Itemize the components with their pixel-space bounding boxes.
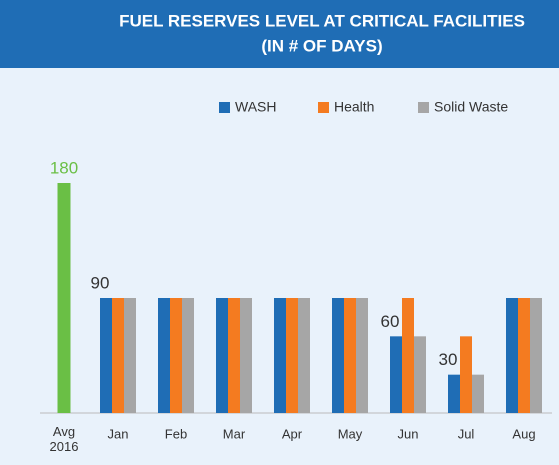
bar <box>460 336 472 413</box>
bar <box>518 298 530 413</box>
chart-title: (IN # OF DAYS) <box>261 36 382 55</box>
bar <box>390 336 402 413</box>
bar <box>332 298 344 413</box>
legend-label: Solid Waste <box>434 99 508 115</box>
legend-label: Health <box>334 99 374 115</box>
bar <box>158 298 170 413</box>
value-label: 60 <box>381 312 400 331</box>
bar <box>112 298 124 413</box>
x-tick-label: Apr <box>282 426 303 441</box>
bar <box>57 183 71 413</box>
bar <box>228 298 240 413</box>
bar <box>298 298 310 413</box>
value-label: 30 <box>439 350 458 369</box>
bar <box>274 298 286 413</box>
legend-swatch <box>418 102 429 113</box>
bar <box>530 298 542 413</box>
bar <box>402 298 414 413</box>
bar <box>100 298 112 413</box>
x-tick-label: Aug <box>512 426 535 441</box>
title-banner <box>0 0 559 68</box>
bar <box>506 298 518 413</box>
x-tick-label: Avg 2016 <box>50 424 79 454</box>
bar <box>124 298 136 413</box>
bar <box>182 298 194 413</box>
chart-title: FUEL RESERVES LEVEL AT CRITICAL FACILITI… <box>119 11 525 30</box>
bar <box>216 298 228 413</box>
bar <box>448 374 460 413</box>
x-tick-label: Jul <box>458 426 475 441</box>
value-label: 90 <box>91 273 110 292</box>
bar <box>286 298 298 413</box>
value-label: 180 <box>50 158 78 177</box>
bar <box>414 336 426 413</box>
bar <box>170 298 182 413</box>
x-tick-label: Feb <box>165 426 187 441</box>
x-tick-label: May <box>338 426 363 441</box>
bar <box>472 374 484 413</box>
x-tick-label: Jan <box>108 426 129 441</box>
legend-label: WASH <box>235 99 276 115</box>
x-tick-label: Jun <box>398 426 419 441</box>
bar <box>356 298 368 413</box>
x-tick-label: Mar <box>223 426 246 441</box>
bar <box>344 298 356 413</box>
bar <box>240 298 252 413</box>
legend-swatch <box>318 102 329 113</box>
legend-swatch <box>219 102 230 113</box>
